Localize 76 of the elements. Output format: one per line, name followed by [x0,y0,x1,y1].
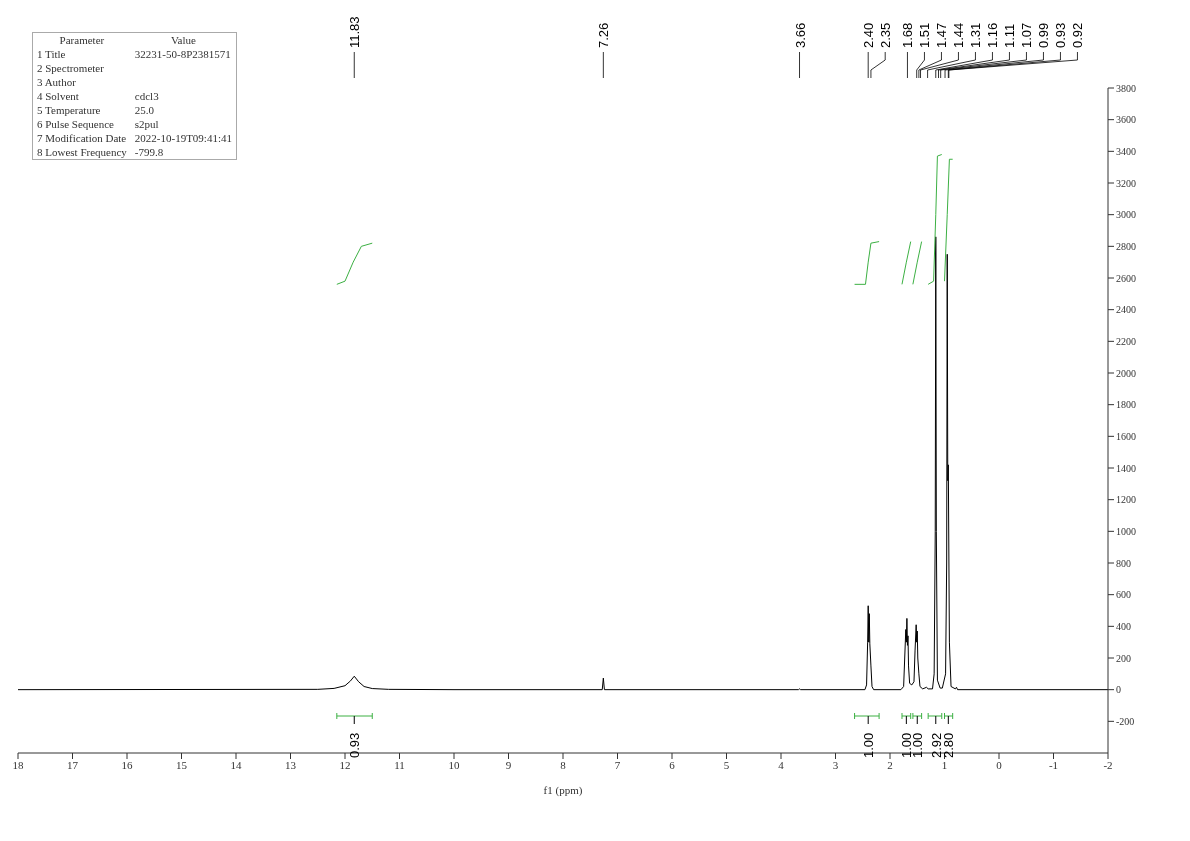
x-tick-label: 10 [448,758,460,771]
line-series [336,242,373,285]
annotation: 3.66 [792,22,808,48]
text: 3 Author [36,75,77,89]
x-tick-label: 14 [230,758,242,771]
annotation: 11.83 [347,16,363,48]
x-tick-label: 5 [723,758,730,771]
annotation: 1.00 [910,732,926,758]
text: 6 Pulse Sequence s2pul [37,118,159,130]
x-tick-label: 3 [832,758,839,771]
annotation: 0.93 [347,732,363,758]
y-tick-label: 2000 [1116,367,1136,379]
annotation: 1.47 [934,22,950,48]
x-tick-label: 6 [669,758,676,771]
x-tick-label: 13 [285,758,297,771]
x-tick-label: 8 [560,758,567,771]
annotation: 0.92 [1070,22,1086,48]
y-tick-label: 600 [1116,589,1131,601]
annotation: 8 Lowest Frequency -799.8 [36,145,165,160]
x-axis-title: f1 (ppm) [543,784,583,797]
annotation: 1.07 [1019,22,1035,48]
y-tick-label: 2600 [1116,272,1136,284]
text: 4 Solvent cdcl3 [37,90,159,102]
y-tick-label: 1800 [1116,399,1136,411]
y-tick-label: 200 [1116,652,1131,664]
y-tick-label: 0 [1116,684,1121,696]
text: 2 Spectrometer [36,61,105,75]
line-series [854,241,880,285]
annotation: 0.99 [1036,22,1052,48]
x-tick-label: 18 [12,758,24,771]
y-tick-label: 1600 [1116,430,1136,442]
annotation: 1.11 [1002,23,1018,48]
annotation: 1.00 [861,732,877,758]
annotation: 2.35 [878,22,894,48]
y-tick-label: 1200 [1116,494,1136,506]
annotation: 2.40 [861,22,877,48]
y-tick-label: 2800 [1116,240,1136,252]
x-tick-label: 2 [887,758,893,771]
line-series [927,154,943,285]
x-tick-label: 15 [176,758,188,771]
y-tick-label: 1400 [1116,462,1136,474]
text: 5 Temperature 25.0 [37,104,155,116]
annotation: 7.26 [596,22,612,48]
x-tick-label: 0 [996,758,1003,771]
x-tick-label: 17 [67,758,79,771]
y-tick-label: 400 [1116,620,1131,632]
y-tick-label: 2200 [1116,335,1136,347]
x-tick-label: 4 [778,758,785,771]
y-tick-label: 2400 [1116,304,1136,316]
x-tick-label: 11 [394,758,405,771]
y-tick-label: 1000 [1116,525,1136,537]
text: 1 Title 32231-50-8P2381571 [37,48,231,60]
x-tick-label: -2 [1103,758,1113,771]
annotation: 2.92 [928,732,944,758]
y-tick-label: 3600 [1116,114,1136,126]
y-tick-label: 3200 [1116,177,1136,189]
y-tick-label: -200 [1116,715,1135,727]
text: Parameter Value [59,34,196,46]
annotation: 1.16 [985,22,1001,48]
y-tick-label: 800 [1116,557,1131,569]
x-tick-label: 7 [614,758,621,771]
x-tick-label: 16 [121,758,133,771]
annotation: 2.80 [941,732,957,758]
y-tick-label: 3400 [1116,145,1136,157]
annotation: 1.51 [917,22,933,48]
y-tick-label: 3800 [1116,82,1136,94]
annotation: 7 Modification Date 2022-10-19T09:41:41 [36,131,233,145]
x-tick-label: 1 [941,758,948,771]
annotation: 1.31 [968,22,984,48]
annotation: 0.93 [1053,22,1069,48]
x-tick-label: 9 [505,758,512,771]
x-tick-label: -1 [1048,758,1059,771]
annotation: 1.44 [951,22,967,48]
x-tick-label: 12 [339,758,351,771]
y-tick-label: 3000 [1116,209,1136,221]
annotation: 1.68 [900,22,916,48]
